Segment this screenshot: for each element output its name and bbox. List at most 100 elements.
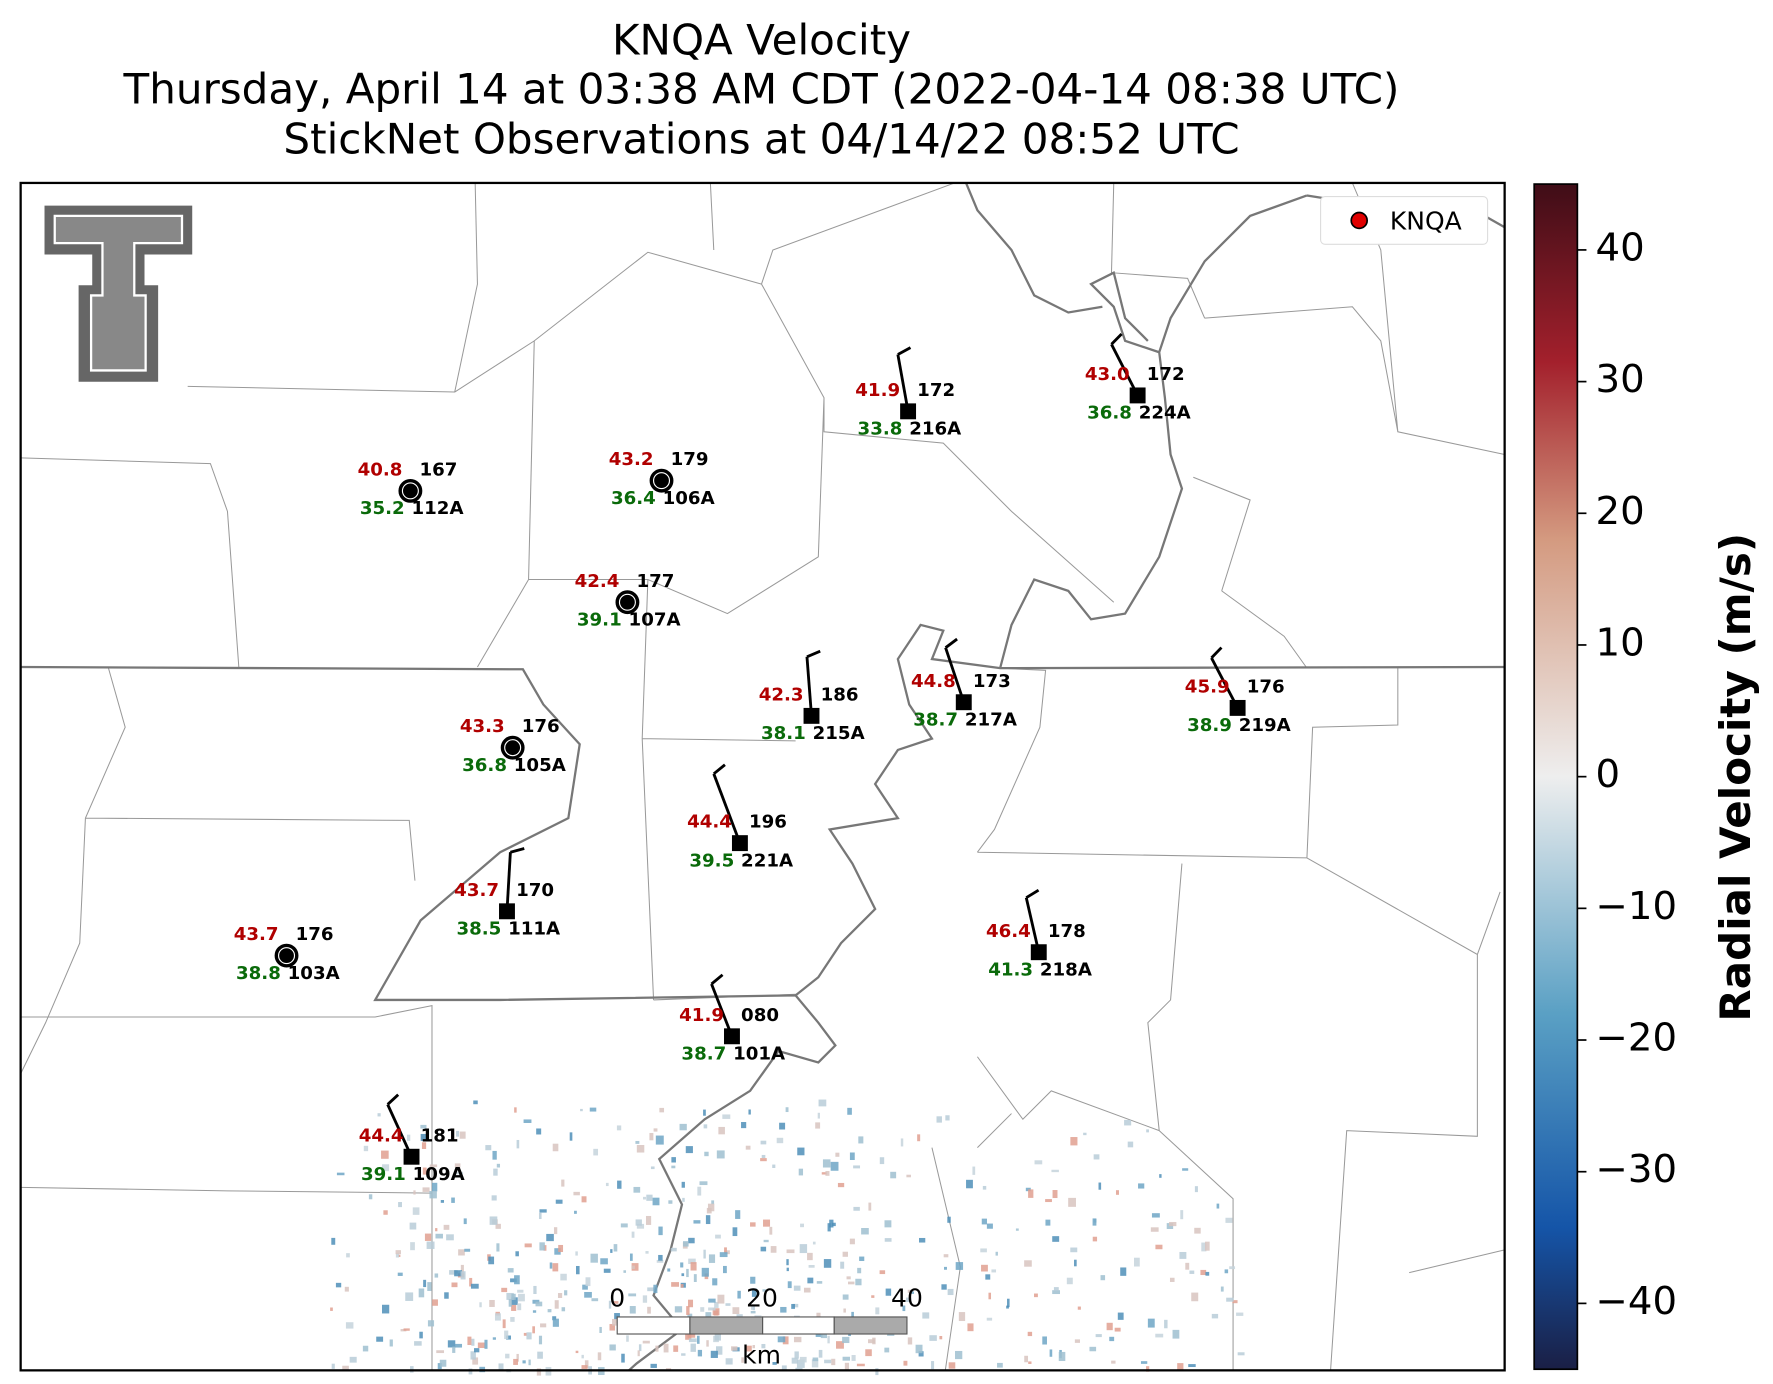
radar-echo — [492, 1337, 496, 1340]
radar-echo — [398, 1254, 401, 1258]
radar-echo — [444, 1292, 449, 1299]
wind-barb — [805, 656, 813, 716]
radar-echo — [335, 1282, 342, 1288]
station-value: 177 — [637, 571, 675, 592]
radar-echo — [868, 1202, 872, 1211]
radar-echo — [505, 1353, 510, 1359]
station-value: 186 — [821, 684, 859, 705]
station-value: 173 — [973, 671, 1011, 692]
station-id: 215A — [813, 723, 865, 744]
wind-barb — [1210, 657, 1239, 709]
radar-echo — [623, 1270, 627, 1273]
radar-echo — [1224, 1269, 1229, 1274]
radar-echo — [732, 1227, 738, 1237]
radar-echo — [493, 1168, 498, 1176]
station-value: 178 — [1048, 921, 1086, 942]
radar-echo — [712, 1278, 718, 1286]
radar-echo — [830, 1161, 839, 1171]
radar-echo — [981, 1218, 987, 1225]
radar-echo — [1077, 1306, 1081, 1310]
radar-echo — [741, 1357, 744, 1363]
radar-echo — [554, 1248, 561, 1255]
legend-label: KNQA — [1390, 207, 1462, 236]
radar-echo — [589, 1107, 597, 1112]
radar-echo — [681, 1273, 685, 1277]
wind-barb-flag — [1025, 888, 1040, 899]
dewpoint: 38.7 — [913, 709, 958, 730]
radar-echo — [331, 1363, 335, 1369]
radar-echo — [981, 1264, 988, 1272]
scale-unit: km — [742, 1341, 781, 1370]
radar-echo — [1200, 1269, 1207, 1276]
radar-echo — [1146, 1366, 1150, 1372]
radar-echo — [1068, 1197, 1076, 1207]
radar-echo — [770, 1246, 777, 1253]
radar-echo — [798, 1168, 804, 1176]
radar-echo — [522, 1360, 526, 1364]
temperature: 43.2 — [609, 449, 654, 470]
radar-echo — [1052, 1190, 1058, 1199]
radar-echo — [782, 1336, 789, 1345]
radar-echo — [633, 1186, 641, 1193]
radar-echo — [409, 1222, 417, 1230]
radar-echo — [986, 1223, 993, 1229]
radar-echo — [458, 1249, 465, 1256]
radar-echo — [769, 1226, 773, 1235]
radar-echo — [1211, 1313, 1219, 1319]
radar-echo — [413, 1190, 416, 1195]
radar-echo — [477, 1342, 485, 1348]
colorbar-tick-label: 10 — [1596, 620, 1645, 665]
radar-echo — [1164, 1319, 1168, 1329]
radar-echo — [821, 1172, 827, 1175]
map-frame — [19, 181, 1506, 1372]
wind-barb-flag — [1110, 333, 1123, 346]
radar-echo — [1232, 1300, 1238, 1304]
radar-echo — [508, 1299, 512, 1307]
radar-echo — [760, 1246, 767, 1252]
radar-echo — [670, 1247, 677, 1252]
radar-echo — [911, 1291, 915, 1294]
radar-echo — [414, 1341, 422, 1346]
radar-echo — [655, 1345, 659, 1352]
radar-echo — [460, 1264, 464, 1274]
wind-barb-flag — [1210, 646, 1223, 659]
radar-echo — [569, 1132, 573, 1141]
radar-echo — [628, 1293, 637, 1297]
radar-echo — [786, 1267, 789, 1272]
radar-echo — [429, 1164, 438, 1168]
radar-echo — [719, 1252, 728, 1258]
radar-echo — [701, 1267, 709, 1277]
radar-echo — [605, 1182, 609, 1187]
radar-echo — [649, 1132, 654, 1141]
radar-echo — [844, 1362, 850, 1370]
radar-echo — [1095, 1334, 1102, 1338]
radar-echo — [642, 1295, 648, 1303]
radar-echo — [539, 1209, 547, 1213]
radar-echo — [851, 1311, 854, 1321]
radar-echo — [1066, 1277, 1073, 1285]
radar-echo — [437, 1363, 442, 1370]
radar-echo — [659, 1107, 665, 1113]
dewpoint: 39.1 — [577, 609, 622, 630]
radar-echo — [532, 1310, 537, 1313]
radar-echo — [1089, 1346, 1097, 1352]
radar-echo — [650, 1166, 655, 1170]
radar-echo — [507, 1268, 514, 1273]
radar-echo — [349, 1356, 357, 1363]
radar-echo — [1146, 1129, 1149, 1133]
radar-echo — [575, 1350, 579, 1354]
radar-echo — [1028, 1189, 1034, 1198]
radar-echo — [554, 1300, 559, 1309]
radar-echo — [459, 1131, 466, 1139]
radar-echo — [879, 1270, 886, 1275]
radar-echo — [584, 1291, 592, 1298]
radar-echo — [944, 1266, 947, 1270]
radar-echo — [555, 1199, 563, 1204]
temperature: 44.8 — [911, 671, 956, 692]
radar-echo — [612, 1318, 620, 1326]
radar-echo — [1049, 1349, 1053, 1357]
radar-echo — [506, 1292, 514, 1300]
radar-echo — [400, 1329, 407, 1332]
radar-echo — [793, 1336, 802, 1343]
